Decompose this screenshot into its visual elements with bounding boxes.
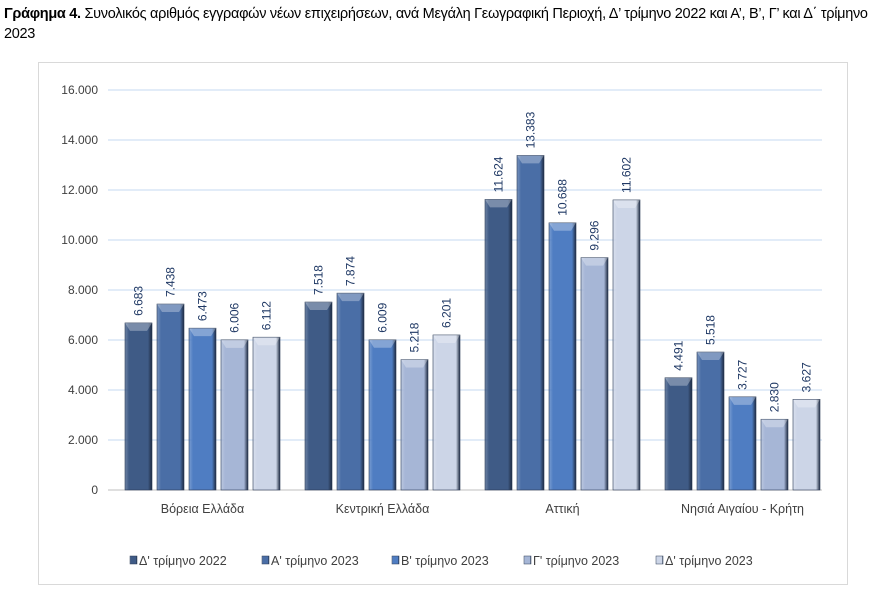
- x-category-label: Κεντρική Ελλάδα: [336, 502, 430, 516]
- bar: [484, 199, 513, 491]
- data-label: 4.491: [672, 340, 686, 370]
- y-tick-label: 6.000: [68, 333, 98, 347]
- bar: [336, 292, 365, 491]
- legend-swatch: [261, 555, 270, 565]
- data-label: 5.518: [704, 315, 718, 345]
- bar: [252, 336, 281, 491]
- bar-bevel: [665, 377, 692, 386]
- data-label: 7.438: [164, 267, 178, 297]
- bar-bevel: [337, 293, 364, 302]
- bar-bevel: [189, 328, 216, 337]
- x-category-label: Νησιά Αιγαίου - Κρήτη: [681, 502, 804, 516]
- data-label: 7.874: [344, 256, 358, 286]
- y-tick-label: 12.000: [61, 183, 98, 197]
- data-label: 3.727: [736, 359, 750, 389]
- data-label: 6.006: [228, 302, 242, 332]
- bar: [368, 339, 397, 491]
- data-label: 2.830: [768, 382, 782, 412]
- bar: [612, 199, 641, 491]
- data-label: 11.624: [492, 156, 506, 192]
- title-text: Συνολικός αριθμός εγγραφών νέων επιχειρή…: [4, 6, 868, 42]
- bar: [432, 334, 461, 491]
- legend-swatch: [523, 555, 532, 565]
- bar-bevel: [125, 322, 152, 331]
- bar-bevel: [697, 352, 724, 361]
- figure-number: Γράφημα 4.: [4, 6, 81, 22]
- data-label: 13.383: [524, 111, 538, 148]
- x-category-label: Βόρεια Ελλάδα: [161, 502, 245, 516]
- bar-bevel: [793, 399, 820, 408]
- data-label: 7.518: [312, 265, 326, 295]
- bar: [124, 322, 153, 491]
- bar-bevel: [369, 339, 396, 348]
- legend-label: Γ' τρίμηνο 2023: [533, 554, 619, 568]
- bar-bevel: [157, 304, 184, 313]
- bar: [548, 222, 577, 491]
- chart-title: Γράφημα 4. Συνολικός αριθμός εγγραφών νέ…: [4, 4, 879, 44]
- data-label: 6.473: [196, 291, 210, 321]
- data-label: 6.201: [440, 298, 454, 328]
- bar-bevel: [517, 155, 544, 164]
- data-label: 6.009: [376, 302, 390, 332]
- bar-bevel: [729, 396, 756, 405]
- bar: [220, 339, 249, 491]
- bar: [156, 303, 185, 491]
- bar: [696, 351, 725, 491]
- y-tick-label: 4.000: [68, 383, 98, 397]
- x-category-label: Αττική: [545, 502, 579, 516]
- y-tick-label: 10.000: [61, 233, 98, 247]
- bar: [400, 359, 429, 491]
- y-tick-label: 14.000: [61, 133, 98, 147]
- data-label: 10.688: [556, 179, 570, 216]
- bar: [580, 257, 609, 491]
- bar: [792, 399, 821, 491]
- bar-bevel: [761, 419, 788, 428]
- bar: [728, 396, 757, 491]
- chart-frame: [38, 62, 848, 585]
- legend-label: Β' τρίμηνο 2023: [401, 554, 489, 568]
- bar-bevel: [305, 302, 332, 311]
- bar-bevel: [549, 222, 576, 231]
- data-label: 9.296: [588, 220, 602, 250]
- data-label: 11.602: [620, 157, 634, 193]
- bar: [188, 327, 217, 491]
- bar-bevel: [253, 337, 280, 346]
- y-tick-label: 0: [91, 483, 98, 497]
- legend-swatch: [391, 555, 400, 565]
- data-label: 5.218: [408, 322, 422, 352]
- legend-label: Α' τρίμηνο 2023: [271, 554, 359, 568]
- bar: [516, 155, 545, 491]
- data-label: 6.112: [260, 301, 274, 330]
- legend-swatch: [129, 555, 138, 565]
- y-tick-label: 16.000: [61, 83, 98, 97]
- legend-label: Δ' τρίμηνο 2022: [139, 554, 227, 568]
- y-tick-label: 2.000: [68, 433, 98, 447]
- bar-bevel: [221, 339, 248, 348]
- bar: [304, 301, 333, 491]
- data-label: 3.627: [800, 362, 814, 392]
- bar: [664, 377, 693, 491]
- bar-bevel: [433, 334, 460, 343]
- bar-bevel: [485, 199, 512, 208]
- bar-bevel: [613, 199, 640, 208]
- bar-bevel: [581, 257, 608, 266]
- legend-swatch: [655, 555, 664, 565]
- data-label: 6.683: [132, 286, 146, 316]
- legend-label: Δ' τρίμηνο 2023: [665, 554, 753, 568]
- bar-bevel: [401, 359, 428, 368]
- y-tick-label: 8.000: [68, 283, 98, 297]
- bar: [760, 418, 789, 491]
